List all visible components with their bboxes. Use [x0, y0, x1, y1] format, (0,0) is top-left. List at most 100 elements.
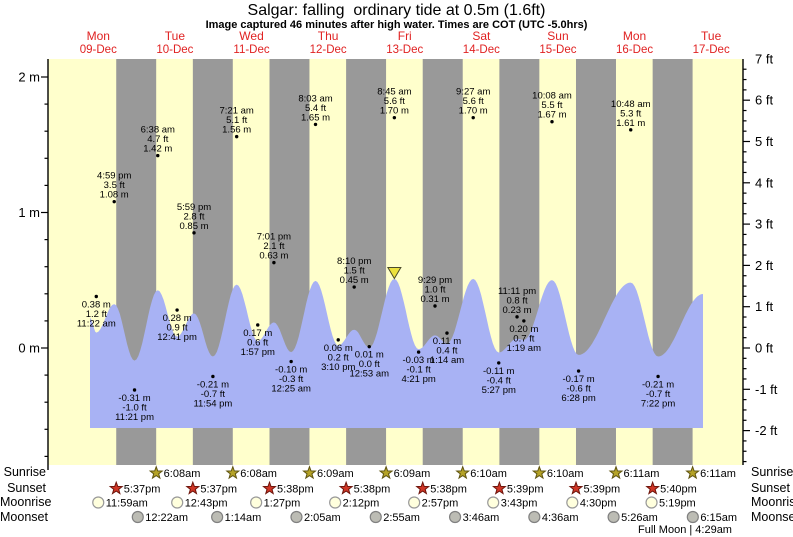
sunset-icon	[568, 480, 584, 495]
tide-annotation-line: -0.1 ft	[406, 365, 431, 376]
tide-annotation-line: 0.28 m	[163, 313, 192, 324]
sunrise-time: 6:08am	[240, 468, 277, 480]
tide-annotation-line: 1.0 ft	[424, 284, 445, 295]
day-date-label: 11-Dec	[233, 44, 269, 56]
y-axis-label-ft: 2 ft	[755, 258, 773, 273]
sunrise-icon	[685, 465, 700, 480]
tide-point-dot	[471, 115, 475, 120]
tide-point-dot	[336, 338, 340, 342]
tide-annotation-line: 5:59 pm	[177, 202, 211, 213]
tide-point-dot	[289, 359, 293, 364]
sunrise-time: 6:10am	[547, 468, 584, 480]
tide-annotation-line: 4:59 pm	[97, 171, 131, 182]
sunrise-row-label-right: Sunrise	[751, 465, 793, 479]
sunrise-time: 6:11am	[623, 468, 659, 480]
sunset-time: 5:39pm	[583, 484, 620, 496]
tide-point-dot	[497, 361, 501, 365]
tide-annotation-line: 0.63 m	[259, 251, 288, 262]
tide-curve	[90, 278, 703, 428]
sunset-time: 5:40pm	[660, 484, 697, 496]
tide-annotation-line: 5.4 ft	[305, 103, 326, 114]
tide-annotation-line: 0.2 ft	[328, 352, 349, 363]
day-name-label: Mon	[87, 29, 110, 43]
tide-annotation-line: 11:54 pm	[193, 398, 232, 409]
moonrise-icon	[171, 496, 184, 509]
sunset-time: 5:39pm	[507, 484, 544, 496]
tide-annotation-line: 4:21 pm	[401, 374, 435, 385]
sunset-icon	[338, 480, 354, 495]
moonset-icon	[369, 510, 382, 524]
moonrise-icon	[645, 496, 658, 509]
sunset-icon	[492, 480, 507, 495]
sunset-icon	[262, 480, 277, 495]
moonrise-time: 12:43pm	[185, 498, 228, 510]
tide-annotation-line: 0.20 m	[509, 324, 538, 335]
tide-annotation-line: 10:48 am	[611, 99, 651, 110]
tide-point-dot	[313, 122, 318, 127]
y-axis-label-ft: 0 ft	[755, 341, 773, 356]
tide-annotation-line: 1.08 m	[100, 190, 129, 201]
y-axis-label-ft: 5 ft	[755, 134, 773, 149]
tide-point-dot	[392, 115, 397, 120]
tide-annotation-line: 8:10 pm	[337, 256, 371, 267]
tide-annotation-line: 0.85 m	[179, 221, 208, 232]
sunset-icon	[185, 480, 201, 495]
tide-point-dot	[629, 128, 633, 132]
tide-annotation-line: 0.7 ft	[513, 333, 534, 344]
tide-point-dot	[656, 374, 660, 379]
y-axis-label-ft: 6 ft	[755, 93, 773, 108]
moonrise-icon	[250, 496, 263, 509]
sunrise-time: 6:09am	[317, 468, 354, 480]
y-axis-label-m: 0 m	[18, 341, 40, 356]
tide-annotation-line: 8:45 am	[377, 87, 411, 98]
day-date-label: 17-Dec	[693, 44, 730, 56]
tide-annotation-line: 1:14 am	[430, 355, 464, 366]
tide-annotation-line: 12:41 pm	[157, 332, 197, 343]
tide-annotation-line: 1.70 m	[459, 106, 488, 117]
tide-annotation-line: 7:21 am	[220, 106, 254, 117]
tide-annotation-line: 7:01 pm	[257, 232, 291, 243]
day-name-label: Sun	[547, 29, 568, 43]
tide-annotation-line: 0.38 m	[82, 300, 111, 311]
tide-annotation-line: 1.65 m	[301, 112, 330, 123]
tide-annotation-line: 1.61 m	[616, 118, 645, 129]
moonrise-time: 4:30pm	[580, 498, 617, 510]
tide-annotation-line: -0.17 m	[562, 374, 594, 385]
moonrise-icon	[566, 496, 579, 509]
tide-annotation-line: 5.3 ft	[620, 108, 641, 119]
moonrise-icon	[408, 496, 421, 509]
tide-annotation-line: 2.1 ft	[263, 241, 284, 252]
tide-annotation-line: 5.6 ft	[384, 96, 405, 107]
sunrise-row-label-left: Sunrise	[3, 465, 46, 479]
day-name-label: Tue	[701, 29, 722, 43]
day-name-label: Wed	[239, 29, 263, 43]
tide-point-dot	[112, 199, 116, 204]
day-name-label: Mon	[623, 29, 646, 43]
tide-annotation-line: 11:11 pm	[498, 286, 536, 297]
moonset-icon	[211, 510, 224, 524]
tide-annotation-line: 11:22 am	[77, 319, 116, 330]
moonset-icon	[528, 510, 541, 524]
y-axis-label-ft: 4 ft	[755, 175, 773, 190]
sunset-row-label-right: Sunset	[751, 481, 790, 495]
sunrise-icon	[531, 465, 547, 480]
day-name-label: Fri	[398, 29, 412, 43]
day-date-label: 10-Dec	[156, 44, 193, 56]
moonrise-icon	[329, 496, 342, 509]
moonset-time: 5:26am	[621, 512, 658, 524]
sunset-time: 5:37pm	[124, 484, 161, 496]
sunset-time: 5:38pm	[354, 484, 391, 496]
tide-annotation-line: 0.31 m	[420, 294, 449, 305]
day-date-label: 16-Dec	[616, 44, 653, 56]
tide-annotation-line: 2.8 ft	[183, 211, 204, 222]
sunset-time: 5:37pm	[200, 484, 237, 496]
tide-annotation-line: -0.31 m	[118, 393, 150, 404]
tide-annotation-line: -0.10 m	[275, 365, 307, 376]
moonset-icon	[131, 510, 144, 524]
tide-annotation-line: 8:03 am	[298, 93, 332, 104]
tide-annotation-line: 6:38 am	[141, 125, 175, 136]
full-moon-label: Full Moon | 4:29am	[638, 524, 732, 536]
day-name-label: Sat	[472, 29, 491, 43]
tide-annotation-line: -0.4 ft	[487, 375, 512, 386]
